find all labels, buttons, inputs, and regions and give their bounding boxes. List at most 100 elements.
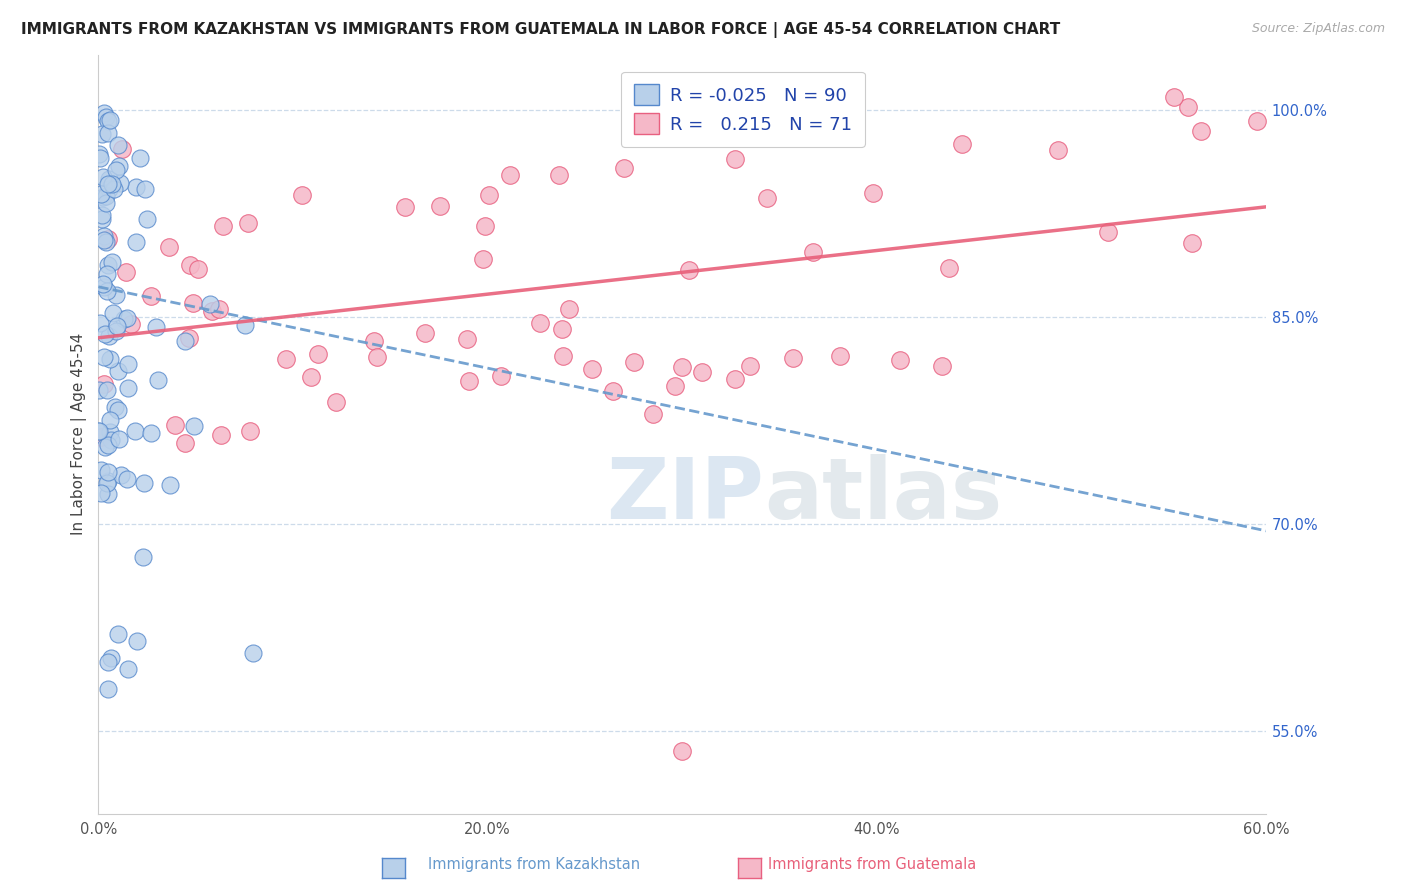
Point bbox=[115, 264, 138, 278]
Point bbox=[181, 295, 204, 310]
Point bbox=[1177, 100, 1199, 114]
Point bbox=[97, 258, 120, 272]
Point bbox=[139, 425, 162, 440]
Point bbox=[212, 219, 235, 233]
Point bbox=[173, 436, 195, 450]
Point bbox=[97, 465, 120, 479]
Point bbox=[97, 114, 120, 128]
Point bbox=[104, 324, 127, 338]
Point bbox=[183, 419, 205, 434]
Point bbox=[157, 239, 180, 253]
Point bbox=[105, 318, 128, 333]
Point bbox=[1246, 114, 1268, 128]
Point bbox=[547, 168, 569, 182]
Point bbox=[499, 169, 522, 183]
Point bbox=[93, 169, 115, 184]
Point bbox=[581, 362, 603, 376]
Point bbox=[145, 320, 167, 334]
Point bbox=[96, 384, 118, 398]
Point bbox=[97, 655, 120, 669]
Point bbox=[429, 199, 451, 213]
Point bbox=[93, 280, 115, 294]
Point bbox=[690, 365, 713, 379]
Point bbox=[239, 424, 262, 438]
Point bbox=[117, 662, 139, 676]
Point bbox=[108, 159, 131, 173]
Point bbox=[931, 359, 953, 373]
Point bbox=[623, 355, 645, 369]
Point bbox=[950, 136, 973, 151]
Point bbox=[938, 260, 960, 275]
Point bbox=[97, 172, 120, 186]
Point bbox=[1046, 143, 1069, 157]
Point bbox=[363, 334, 385, 349]
Point bbox=[90, 430, 112, 444]
Point bbox=[165, 417, 187, 432]
Point bbox=[211, 428, 233, 442]
Text: Immigrants from Kazakhstan: Immigrants from Kazakhstan bbox=[429, 857, 640, 872]
Point bbox=[111, 142, 134, 156]
Point bbox=[325, 394, 347, 409]
Point bbox=[478, 187, 501, 202]
Point bbox=[889, 353, 911, 368]
Point bbox=[132, 475, 155, 490]
Point bbox=[107, 138, 129, 153]
Point bbox=[803, 244, 825, 259]
Point bbox=[117, 357, 139, 371]
Point bbox=[91, 190, 114, 204]
Point bbox=[177, 331, 200, 345]
Point bbox=[1163, 89, 1185, 103]
Point bbox=[89, 146, 111, 161]
Point bbox=[115, 310, 138, 325]
Point bbox=[112, 311, 135, 326]
Point bbox=[101, 306, 124, 320]
Point bbox=[179, 258, 201, 272]
Point bbox=[97, 682, 120, 697]
Point bbox=[664, 379, 686, 393]
Point bbox=[146, 373, 169, 387]
Point bbox=[129, 151, 152, 165]
Point bbox=[471, 252, 494, 266]
Point bbox=[755, 190, 778, 204]
Point bbox=[394, 200, 416, 214]
Point bbox=[1181, 235, 1204, 250]
Point bbox=[97, 486, 120, 500]
Point bbox=[186, 262, 208, 277]
Point bbox=[125, 235, 148, 249]
Text: atlas: atlas bbox=[763, 453, 1002, 536]
Point bbox=[602, 384, 624, 398]
Point bbox=[125, 180, 148, 194]
Point bbox=[413, 326, 436, 341]
Point bbox=[134, 182, 156, 196]
Point bbox=[458, 374, 481, 388]
Point bbox=[87, 383, 110, 397]
Point bbox=[173, 334, 195, 348]
Point bbox=[91, 127, 114, 141]
Point bbox=[89, 317, 111, 331]
Point bbox=[107, 364, 129, 378]
Point bbox=[862, 186, 884, 201]
Point bbox=[110, 467, 132, 482]
Point bbox=[724, 372, 747, 386]
Point bbox=[782, 351, 804, 365]
Point bbox=[98, 413, 121, 427]
Point bbox=[93, 350, 115, 364]
Point bbox=[105, 163, 128, 178]
Point bbox=[98, 351, 121, 366]
Point bbox=[91, 212, 114, 227]
Point bbox=[96, 268, 118, 282]
Y-axis label: In Labor Force | Age 45-54: In Labor Force | Age 45-54 bbox=[72, 334, 87, 535]
Point bbox=[104, 401, 127, 415]
Point bbox=[94, 235, 117, 249]
Point bbox=[242, 646, 264, 660]
Point bbox=[643, 407, 665, 421]
Point bbox=[307, 346, 329, 360]
Point bbox=[235, 318, 257, 332]
Point bbox=[124, 424, 146, 438]
Point bbox=[90, 486, 112, 500]
Point bbox=[132, 549, 155, 564]
Point bbox=[366, 350, 388, 364]
Point bbox=[738, 359, 761, 373]
Point bbox=[117, 381, 139, 395]
Point bbox=[139, 288, 162, 302]
